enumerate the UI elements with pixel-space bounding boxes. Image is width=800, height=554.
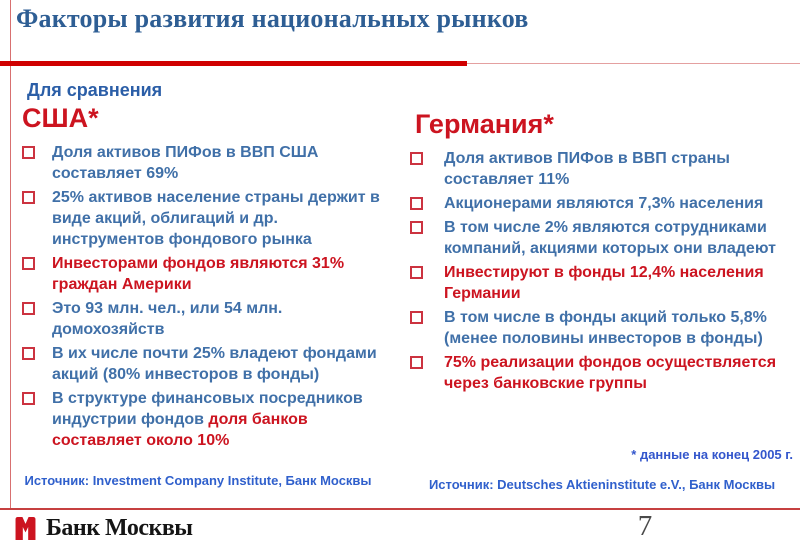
bullet-item-text: В структуре финансовых посредников индус… xyxy=(52,390,363,449)
germany-column-header: Германия* xyxy=(415,109,554,139)
checkbox-bullet-icon xyxy=(22,257,35,270)
checkbox-bullet-icon xyxy=(22,302,35,315)
bank-moscow-logotype: Банк Москвы xyxy=(46,515,193,541)
bullet-item-text: 75% реализации фондов осуществляется чер… xyxy=(444,354,777,392)
checkbox-bullet-icon xyxy=(410,221,423,234)
page-number: 7 xyxy=(637,510,653,542)
bullet-item-text: В том числе 2% являются сотрудниками ком… xyxy=(444,219,776,257)
title-underline-thin xyxy=(467,63,800,64)
bullet-item: Акционерами являются 7,3% населения xyxy=(410,193,787,214)
comparison-subtitle: Для сравнения xyxy=(27,80,163,100)
usa-column-header: США* xyxy=(22,103,99,133)
bullet-list: Доля активов ПИФов в ВВП страны составля… xyxy=(410,148,787,394)
germany-source-note: Источник: Deutsches Aktieninstitute e.V.… xyxy=(428,477,776,492)
title-underline-bar xyxy=(0,61,467,66)
bullet-item-text: Инвесторами фондов являются 31% граждан … xyxy=(52,255,345,293)
checkbox-bullet-icon xyxy=(410,266,423,279)
bullet-item: Доля активов ПИФов в ВВП США составляет … xyxy=(22,142,392,184)
checkbox-bullet-icon xyxy=(22,191,35,204)
usa-column: США* Доля активов ПИФов в ВВП США состав… xyxy=(22,103,392,454)
bullet-item-text: Акционерами являются 7,3% населения xyxy=(444,195,764,212)
bullet-item: 75% реализации фондов осуществляется чер… xyxy=(410,352,787,394)
bullet-item: В том числе в фонды акций только 5,8% (м… xyxy=(410,307,787,349)
checkbox-bullet-icon xyxy=(410,197,423,210)
germany-column: Германия* Доля активов ПИФов в ВВП стран… xyxy=(410,109,787,397)
bullet-item: В структуре финансовых посредников индус… xyxy=(22,388,392,451)
checkbox-bullet-icon xyxy=(22,146,35,159)
checkbox-bullet-icon xyxy=(22,392,35,405)
bullet-item-text: Инвестируют в фонды 12,4% населения Герм… xyxy=(444,264,764,302)
bullet-item-text: Доля активов ПИФов в ВВП страны составля… xyxy=(444,150,730,188)
bullet-item: Доля активов ПИФов в ВВП страны составля… xyxy=(410,148,787,190)
left-accent-line xyxy=(10,0,11,509)
bank-moscow-emblem-icon xyxy=(15,517,36,540)
bullet-item: В том числе 2% являются сотрудниками ком… xyxy=(410,217,787,259)
bullet-item: Инвесторами фондов являются 31% граждан … xyxy=(22,253,392,295)
bullet-item-text: В том числе в фонды акций только 5,8% (м… xyxy=(444,309,767,347)
bullet-item: Это 93 млн. чел., или 54 млн. домохозяйс… xyxy=(22,298,392,340)
bullet-item: В их числе почти 25% владеют фондами акц… xyxy=(22,343,392,385)
bullet-item-text: В их числе почти 25% владеют фондами акц… xyxy=(52,345,377,383)
bullet-item-text: Это 93 млн. чел., или 54 млн. домохозяйс… xyxy=(52,300,283,338)
checkbox-bullet-icon xyxy=(410,356,423,369)
checkbox-bullet-icon xyxy=(410,152,423,165)
bank-moscow-logo: Банк Москвы xyxy=(14,515,193,542)
data-date-footnote: * данные на конец 2005 г. xyxy=(631,447,793,462)
bullet-list: Доля активов ПИФов в ВВП США составляет … xyxy=(22,142,392,451)
footer-divider-line xyxy=(0,508,800,510)
bullet-item-text: 25% активов население страны держит в ви… xyxy=(52,189,380,248)
page-title: Факторы развития национальных рынков xyxy=(16,4,529,33)
bullet-item-text: Доля активов ПИФов в ВВП США составляет … xyxy=(52,144,319,182)
usa-source-note: Источник: Investment Company Institute, … xyxy=(24,473,372,488)
bullet-item: Инвестируют в фонды 12,4% населения Герм… xyxy=(410,262,787,304)
checkbox-bullet-icon xyxy=(410,311,423,324)
bullet-item: 25% активов население страны держит в ви… xyxy=(22,187,392,250)
checkbox-bullet-icon xyxy=(22,347,35,360)
